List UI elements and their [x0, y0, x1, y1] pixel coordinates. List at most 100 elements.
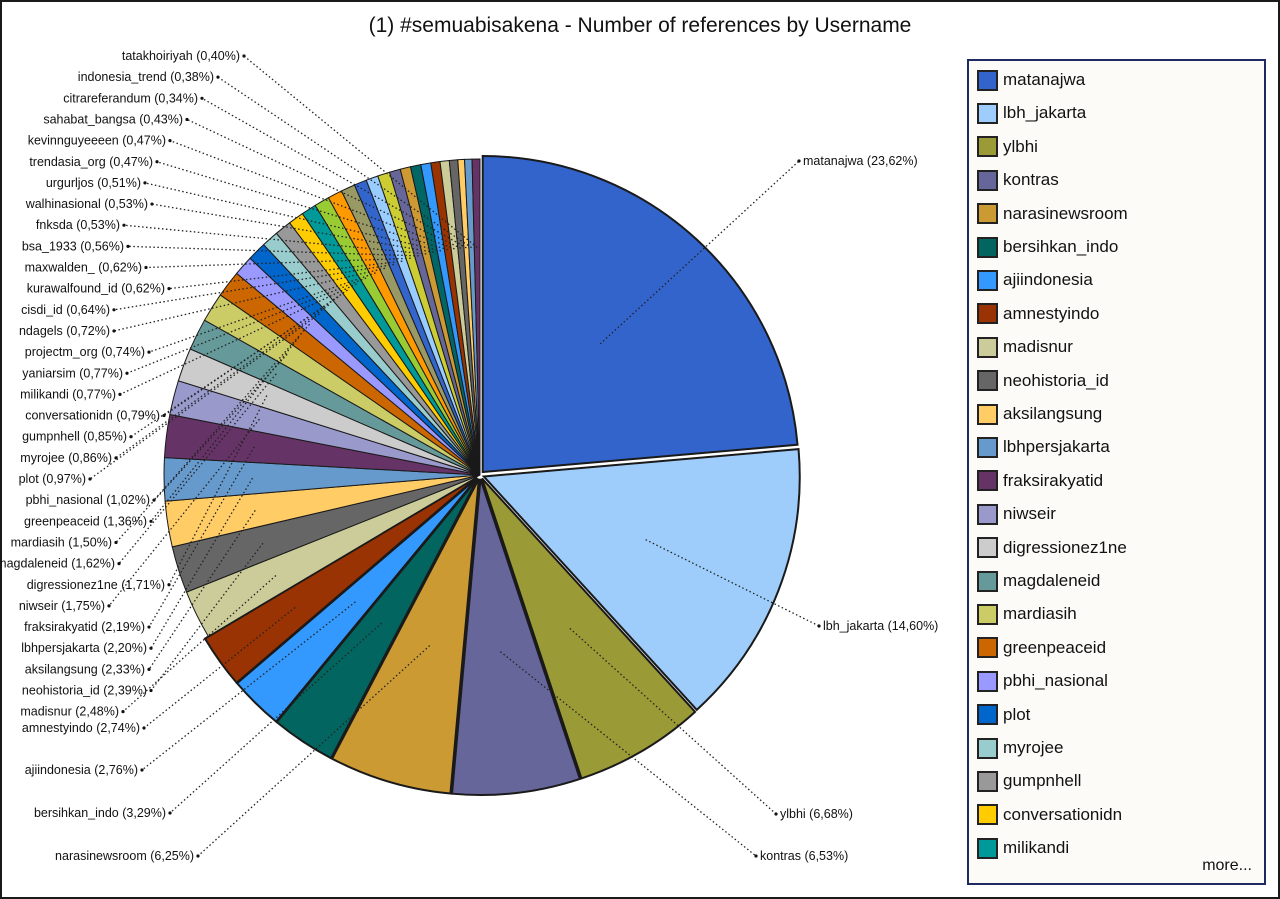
- legend-swatch-gumpnhell: [977, 770, 998, 792]
- callout-label-fraksirakyatid: fraksirakyatid (2,19%): [24, 620, 145, 634]
- legend-item-mardiasih: mardiasih: [977, 601, 1077, 627]
- legend-label-amnestyindo: amnestyindo: [1003, 303, 1100, 323]
- leader-dot-cisdi_id: [112, 308, 116, 312]
- leader-dot-ylbhi: [774, 812, 778, 816]
- callout-label-kevinnguyeeeen: kevinnguyeeeen (0,47%): [28, 134, 166, 148]
- legend-item-ajiindonesia: ajiindonesia: [977, 267, 1093, 293]
- callout-label-maxwalden_: maxwalden_ (0,62%): [25, 261, 142, 275]
- legend-swatch-milikandi: [977, 837, 998, 859]
- legend-label-neohistoria_id: neohistoria_id: [1003, 370, 1109, 390]
- leader-dot-trendasia_org: [155, 160, 159, 164]
- leader-dot-citrareferandum: [200, 96, 204, 100]
- legend-swatch-ajiindonesia: [977, 269, 998, 291]
- callout-label-lbh_jakarta: lbh_jakarta (14,60%): [823, 619, 938, 633]
- leader-line-indonesia_trend: [217, 76, 472, 249]
- leader-line-pbhi_nasional: [153, 323, 310, 501]
- legend-label-greenpeaceid: greenpeaceid: [1003, 637, 1107, 657]
- pie-slice-matanajwa: [481, 155, 799, 474]
- leader-line-kontras: [499, 651, 757, 857]
- leader-dot-conversationidn: [162, 413, 166, 418]
- callout-label-citrareferandum: citrareferandum (0,34%): [63, 91, 198, 105]
- legend-item-madisnur: madisnur: [977, 334, 1073, 360]
- callout-label-ndagels: ndagels (0,72%): [19, 324, 110, 338]
- leader-dot-myrojee: [114, 456, 118, 460]
- leader-dot-fnksda: [122, 223, 126, 227]
- legend-swatch-plot: [977, 704, 998, 726]
- legend-label-mardiasih: mardiasih: [1003, 604, 1077, 624]
- callout-label-greenpeaceid: greenpeaceid (1,36%): [24, 514, 147, 528]
- legend-label-narasinewsroom: narasinewsroom: [1003, 203, 1128, 223]
- legend-item-fraksirakyatid: fraksirakyatid: [977, 468, 1103, 494]
- legend-label-ylbhi: ylbhi: [1003, 136, 1038, 156]
- callout-label-sahabat_bangsa: sahabat_bangsa (0,43%): [43, 112, 183, 126]
- legend-swatch-narasinewsroom: [977, 203, 998, 225]
- leader-dot-plot: [88, 477, 92, 481]
- leader-dot-walhinasional: [150, 202, 154, 206]
- legend-label-niwseir: niwseir: [1003, 504, 1056, 524]
- legend-more-link[interactable]: more...: [1202, 857, 1252, 874]
- callout-label-yaniarsim: yaniarsim (0,77%): [22, 366, 123, 380]
- leader-dot-amnestyindo: [142, 726, 146, 730]
- leader-line-narasinewsroom: [197, 645, 431, 857]
- pie-slice-amnestyindo: [203, 476, 478, 685]
- legend-label-kontras: kontras: [1003, 170, 1059, 190]
- legend-label-lbhpersjakarta: lbhpersjakarta: [1003, 437, 1110, 457]
- legend-label-plot: plot: [1003, 704, 1031, 724]
- leader-line-ajiindonesia: [141, 601, 356, 771]
- callout-label-niwseir: niwseir (1,75%): [19, 599, 105, 613]
- callout-label-trendasia_org: trendasia_org (0,47%): [29, 155, 153, 169]
- legend-swatch-pbhi_nasional: [977, 670, 998, 692]
- legend-item-lbhpersjakarta: lbhpersjakarta: [977, 434, 1110, 460]
- callout-label-tatakhoiriyah: tatakhoiriyah (0,40%): [122, 49, 240, 63]
- legend-item-digressionez1ne: digressionez1ne: [977, 535, 1127, 561]
- legend-swatch-conversationidn: [977, 804, 998, 826]
- legend-swatch-lbh_jakarta: [977, 102, 998, 124]
- leader-line-sahabat_bangsa: [186, 118, 462, 249]
- leader-line-plot: [89, 313, 320, 480]
- callout-label-fnksda: fnksda (0,53%): [36, 218, 120, 232]
- callout-label-plot: plot (0,97%): [19, 472, 86, 486]
- pie-slice-tatakhoiriyah: [471, 158, 481, 476]
- legend: more... matanajwa lbh_jakarta ylbhi kontras…: [967, 59, 1266, 885]
- callout-label-cisdi_id: cisdi_id (0,64%): [21, 303, 110, 317]
- legend-swatch-digressionez1ne: [977, 537, 998, 559]
- legend-swatch-lbhpersjakarta: [977, 436, 998, 458]
- leader-line-amnestyindo: [143, 606, 296, 729]
- callout-label-mardiasih: mardiasih (1,50%): [11, 535, 112, 549]
- callout-label-amnestyindo: amnestyindo (2,74%): [22, 721, 140, 735]
- leader-line-conversationidn: [163, 289, 348, 417]
- legend-item-neohistoria_id: neohistoria_id: [977, 368, 1109, 394]
- callout-label-magdaleneid: magdaleneid (1,62%): [0, 557, 115, 571]
- legend-item-matanajwa: matanajwa: [977, 67, 1085, 93]
- legend-label-myrojee: myrojee: [1003, 738, 1064, 757]
- legend-item-greenpeaceid: greenpeaceid: [977, 635, 1106, 661]
- leader-dot-narasinewsroom: [196, 854, 200, 858]
- leader-line-trendasia_org: [156, 161, 449, 251]
- leader-line-urgurljos: [144, 182, 442, 252]
- legend-item-conversationidn: conversationidn: [977, 802, 1122, 828]
- leader-dot-niwseir: [107, 604, 111, 608]
- leader-dot-lbh_jakarta: [817, 624, 821, 628]
- leader-line-yaniarsim: [126, 277, 367, 374]
- legend-label-fraksirakyatid: fraksirakyatid: [1003, 470, 1104, 490]
- leader-dot-matanajwa: [797, 159, 801, 163]
- leader-line-bersihkan_indo: [169, 622, 383, 814]
- leader-dot-fraksirakyatid: [147, 625, 151, 629]
- leader-line-fraksirakyatid: [148, 446, 255, 628]
- legend-label-milikandi: milikandi: [1003, 838, 1070, 858]
- legend-label-matanajwa: matanajwa: [1003, 70, 1086, 89]
- callout-label-projectm_org: projectm_org (0,74%): [25, 345, 145, 359]
- legend-label-conversationidn: conversationidn: [1003, 804, 1123, 824]
- leader-dot-maxwalden_: [144, 265, 148, 270]
- callout-label-ylbhi: ylbhi (6,68%): [780, 807, 853, 821]
- leader-dot-yaniarsim: [125, 371, 129, 375]
- legend-item-narasinewsroom: narasinewsroom: [977, 201, 1128, 227]
- legend-item-milikandi: milikandi: [977, 835, 1069, 861]
- legend-item-kontras: kontras: [977, 167, 1059, 193]
- leader-line-neohistoria_id: [150, 542, 264, 691]
- legend-swatch-aksilangsung: [977, 403, 998, 425]
- leader-dot-milikandi: [118, 392, 122, 396]
- callout-label-urgurljos: urgurljos (0,51%): [46, 176, 141, 190]
- legend-label-aksilangsung: aksilangsung: [1003, 404, 1103, 423]
